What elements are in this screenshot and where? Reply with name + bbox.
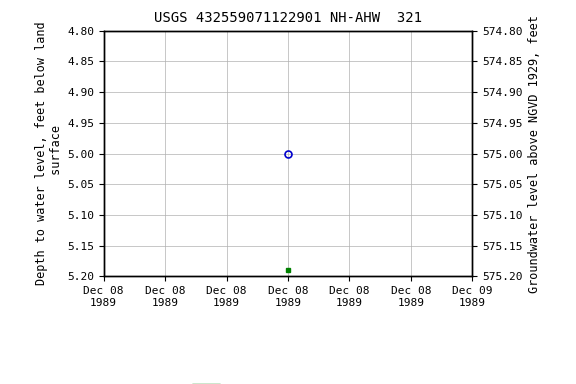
Y-axis label: Groundwater level above NGVD 1929, feet: Groundwater level above NGVD 1929, feet xyxy=(528,15,541,293)
Y-axis label: Depth to water level, feet below land
 surface: Depth to water level, feet below land su… xyxy=(35,22,63,285)
Title: USGS 432559071122901 NH-AHW  321: USGS 432559071122901 NH-AHW 321 xyxy=(154,12,422,25)
Legend: Period of approved data: Period of approved data xyxy=(188,379,388,384)
